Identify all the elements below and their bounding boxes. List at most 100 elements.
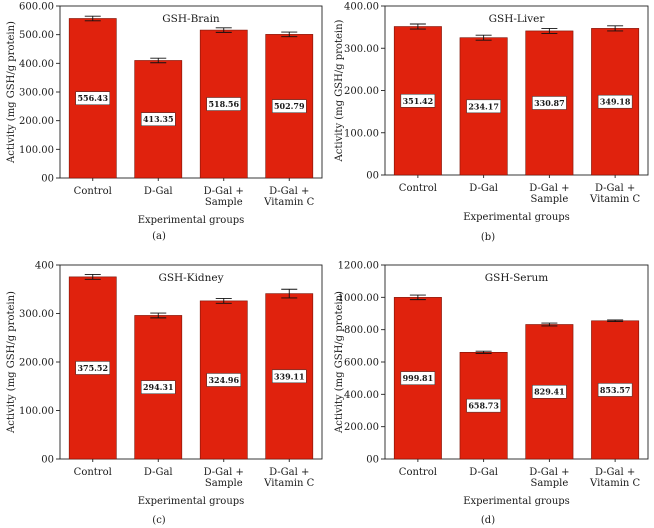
x-tick-label: Sample — [205, 197, 243, 208]
x-tick-label: D-Gal — [144, 186, 173, 197]
data-label: 324.96 — [208, 375, 239, 385]
x-tick-label: D-Gal + — [529, 183, 569, 194]
x-tick-label: D-Gal — [144, 467, 173, 478]
data-label: 658.73 — [468, 401, 499, 411]
y-axis-label: Activity (mg GSH/g protein) — [334, 291, 345, 434]
y-axis-label: Activity (mg GSH/g protein) — [6, 21, 17, 164]
x-tick-label: Vitamin C — [589, 478, 641, 489]
data-label: 853.57 — [600, 385, 631, 395]
y-tick-label: 100.00 — [19, 406, 54, 417]
y-tick-label: 200.00 — [19, 358, 54, 369]
data-label: 375.52 — [77, 363, 108, 373]
y-tick-label: 00 — [366, 455, 379, 466]
data-label: 330.87 — [534, 98, 565, 108]
data-label: 294.31 — [143, 382, 174, 392]
y-tick-label: 400 — [35, 261, 54, 272]
y-tick-label: 1000.00 — [338, 293, 379, 304]
data-label: 518.56 — [208, 99, 239, 109]
y-tick-label: 00 — [41, 455, 54, 466]
y-tick-label: 400.00 — [19, 59, 54, 70]
y-tick-label: 100.00 — [19, 145, 54, 156]
y-tick-label: 400.00 — [344, 2, 379, 13]
x-tick-label: D-Gal + — [204, 186, 244, 197]
y-tick-label: 400.00 — [344, 390, 379, 401]
x-tick-label: Vitamin C — [263, 197, 315, 208]
y-tick-label: 100.00 — [344, 128, 379, 139]
chart-panel-2: 00 100.00 200.00 300.00 400.00 GSH-Liver 351.4… — [334, 2, 649, 243]
data-label-box — [75, 91, 110, 105]
y-tick-label: 300.00 — [19, 88, 54, 99]
x-tick-label: D-Gal + — [269, 186, 309, 197]
y-tick-label: 00 — [41, 174, 54, 185]
data-label: 349.18 — [600, 97, 631, 107]
chart-title: GSH-Brain — [162, 13, 220, 25]
y-tick-label: 500.00 — [19, 30, 54, 41]
panel-label: (b) — [481, 232, 495, 243]
x-tick-label: D-Gal + — [595, 183, 635, 194]
y-tick-label: 800.00 — [344, 325, 379, 336]
x-tick-label: Control — [74, 186, 112, 197]
x-axis-label: Experimental groups — [463, 212, 570, 223]
y-tick-label: 600.00 — [19, 2, 54, 13]
y-tick-label: 300.00 — [19, 309, 54, 320]
panel-label: (a) — [152, 231, 166, 242]
y-tick-label: 200.00 — [344, 86, 379, 97]
data-label-box — [532, 384, 567, 399]
data-label: 556.43 — [77, 93, 108, 103]
y-tick-label: 300.00 — [344, 44, 379, 55]
x-tick-label: D-Gal — [469, 467, 498, 478]
chart-panel-1: 00 100.00 200.00 300.00 400.00 500.00 600.00 GS… — [6, 2, 323, 242]
data-label-box — [141, 112, 176, 126]
chart-panel-3: 00 100.00 200.00 300.00 400 GSH-Kidney 375.52 C… — [6, 261, 323, 526]
data-label: 502.79 — [274, 101, 305, 111]
data-label-box — [272, 99, 307, 113]
y-tick-label: 600.00 — [344, 358, 379, 369]
data-label-box — [206, 97, 241, 111]
data-label: 339.11 — [274, 371, 305, 381]
data-label-box — [597, 94, 633, 109]
x-tick-label: Sample — [530, 194, 568, 205]
panel-label: (d) — [481, 515, 495, 526]
y-tick-label: 200.00 — [344, 422, 379, 433]
data-label-box — [400, 94, 436, 108]
data-label-box — [272, 369, 307, 384]
y-tick-label: 200.00 — [19, 116, 54, 127]
data-label-box — [597, 383, 633, 397]
data-label: 829.41 — [534, 387, 565, 397]
x-tick-label: D-Gal + — [269, 467, 309, 478]
x-tick-label: Control — [399, 467, 437, 478]
chart-title: GSH-Kidney — [158, 272, 223, 284]
x-tick-label: Vitamin C — [263, 478, 315, 489]
chart-title: GSH-Serum — [485, 272, 548, 284]
data-label: 413.35 — [143, 114, 174, 124]
x-axis-label: Experimental groups — [138, 496, 245, 507]
x-tick-label: Control — [399, 183, 437, 194]
chart-title: GSH-Liver — [489, 13, 546, 25]
x-tick-label: Sample — [205, 478, 243, 489]
data-label-box — [466, 99, 501, 114]
data-label-box — [141, 380, 176, 394]
data-label-box — [532, 96, 567, 110]
data-label-box — [206, 373, 241, 387]
x-tick-label: D-Gal — [469, 183, 498, 194]
x-tick-label: D-Gal + — [529, 467, 569, 478]
data-label-box — [75, 361, 110, 375]
data-label-box — [466, 398, 501, 413]
x-tick-label: Vitamin C — [589, 194, 641, 205]
data-label: 351.42 — [403, 96, 434, 106]
x-tick-label: Control — [74, 467, 112, 478]
data-label: 999.81 — [403, 373, 434, 383]
x-tick-label: Sample — [530, 478, 568, 489]
y-tick-label: 00 — [366, 171, 379, 182]
chart-panel-4: 00 200.00 400.00 600.00 800.00 1000.00 1200.00… — [334, 261, 649, 526]
x-axis-label: Experimental groups — [138, 215, 245, 226]
y-axis-label: Activity (mg GSH/g protein) — [334, 19, 345, 162]
x-tick-label: D-Gal + — [595, 467, 635, 478]
x-axis-label: Experimental groups — [463, 496, 570, 507]
x-tick-label: D-Gal + — [204, 467, 244, 478]
y-axis-label: Activity (mg GSH/g protein) — [6, 291, 17, 434]
y-tick-label: 1200.00 — [338, 261, 379, 272]
data-label: 234.17 — [468, 101, 499, 111]
data-label-box — [400, 371, 436, 385]
